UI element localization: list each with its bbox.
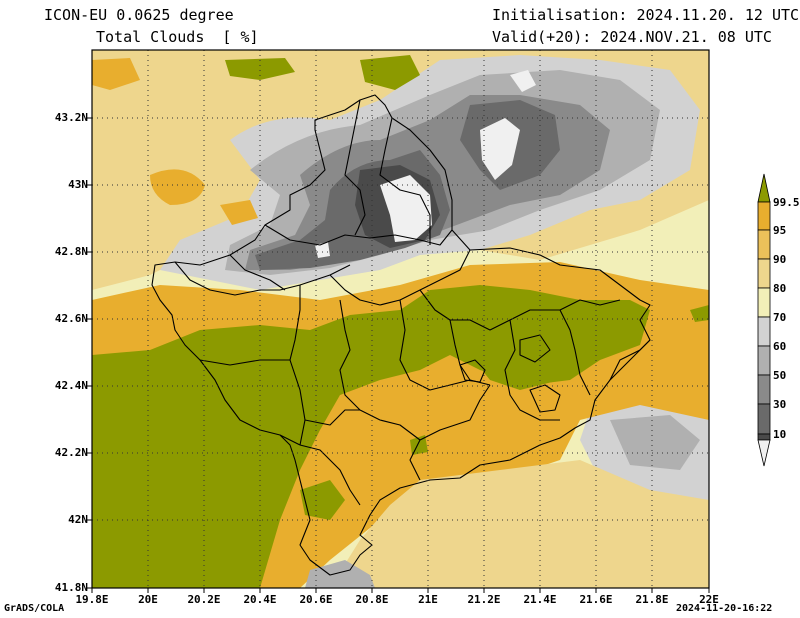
- x-tick-label: 21.4E: [523, 593, 557, 606]
- x-tick-label: 21E: [418, 593, 438, 606]
- x-tick-label: 20.8E: [355, 593, 389, 606]
- colorbar-label: 50: [773, 369, 787, 382]
- render-timestamp: 2024-11-20-16:22: [676, 603, 773, 614]
- valid-time: Valid(+20): 2024.NOV.21. 08 UTC: [492, 28, 772, 46]
- colorbar-bottom-arrow: [757, 439, 771, 467]
- x-tick-label: 21.6E: [579, 593, 613, 606]
- grads-credit: GrADS/COLA: [4, 603, 65, 614]
- x-tick-label: 20.6E: [299, 593, 333, 606]
- colorbar-top-arrow: [757, 173, 771, 203]
- model-title: ICON-EU 0.0625 degree: [44, 6, 234, 24]
- x-tick-label: 21.2E: [467, 593, 501, 606]
- x-tick-label: 20.2E: [187, 593, 221, 606]
- colorbar-label: 60: [773, 340, 787, 353]
- x-tick-label: 20.4E: [243, 593, 277, 606]
- field-title: Total Clouds [ %]: [96, 28, 259, 46]
- colorbar-label: 80: [773, 282, 787, 295]
- initialisation-time: Initialisation: 2024.11.20. 12 UTC: [492, 6, 800, 24]
- colorbar-label: 95: [773, 224, 787, 237]
- colorbar: [757, 173, 771, 467]
- x-tick-label: 19.8E: [75, 593, 109, 606]
- colorbar-label: 30: [773, 398, 787, 411]
- cloud-cover-field: [92, 50, 709, 588]
- y-tick-label: 42.4N: [54, 379, 88, 392]
- y-tick-label: 43.2N: [54, 111, 88, 124]
- colorbar-label: 99.5: [773, 196, 800, 209]
- colorbar-label: 90: [773, 253, 787, 266]
- colorbar-label: 70: [773, 311, 787, 324]
- y-tick-label: 41.8N: [54, 581, 88, 594]
- colorbar-label: 10: [773, 428, 787, 441]
- y-tick-label: 42.2N: [54, 446, 88, 459]
- y-tick-label: 43N: [68, 178, 88, 191]
- x-tick-label: 21.8E: [635, 593, 669, 606]
- x-tick-label: 20E: [138, 593, 158, 606]
- axis-ticks: [87, 117, 710, 593]
- boundary-lines: [151, 94, 651, 576]
- y-tick-label: 42.6N: [54, 312, 88, 325]
- y-tick-label: 42N: [68, 513, 88, 526]
- y-tick-label: 42.8N: [54, 245, 88, 258]
- x-tick-label: 22E: [699, 593, 719, 606]
